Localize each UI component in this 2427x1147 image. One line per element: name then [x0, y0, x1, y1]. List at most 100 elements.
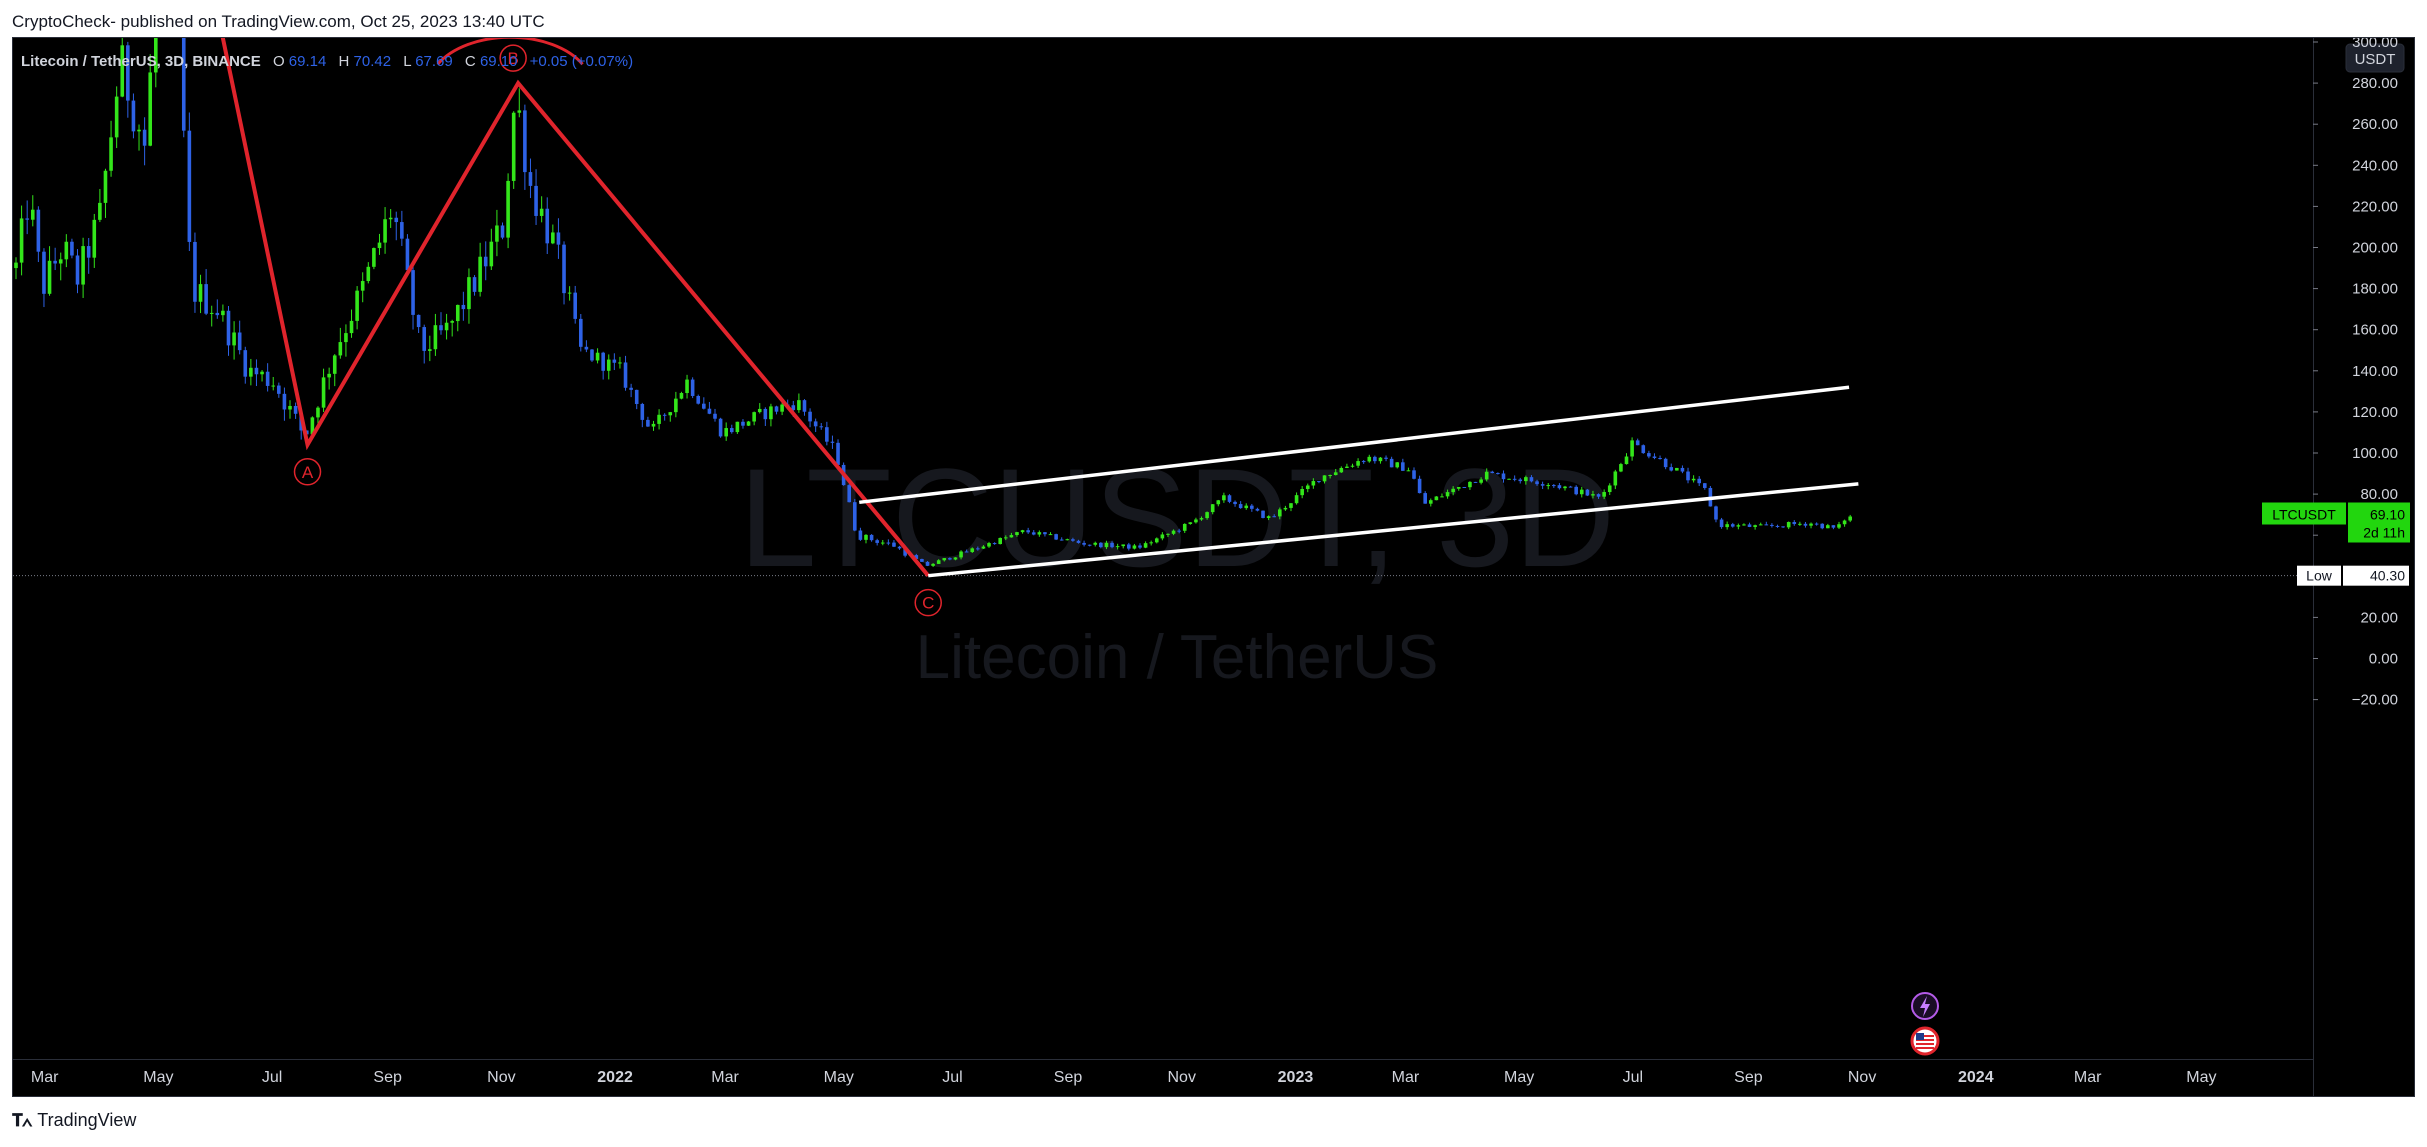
wave-label: C: [922, 594, 934, 613]
candle-body: [495, 225, 499, 242]
legend-symbol[interactable]: Litecoin / TetherUS, 3D, BINANCE: [21, 53, 261, 70]
candle-body: [567, 292, 572, 294]
candle-body: [1736, 525, 1741, 527]
event-markers[interactable]: [1910, 992, 1940, 1056]
us-flag-icon[interactable]: [1910, 1026, 1940, 1056]
candle-body: [1540, 484, 1545, 486]
candle-body: [1725, 524, 1729, 528]
candle-body: [1272, 516, 1277, 518]
legend-low-label: L: [403, 53, 411, 70]
candle-body: [428, 349, 432, 351]
candle-body: [187, 130, 192, 242]
candle-body: [1451, 488, 1455, 493]
price-axis[interactable]: 440.00420.00400.00380.00360.00340.00320.…: [2313, 38, 2398, 709]
candle-body: [433, 325, 438, 350]
candle-body: [562, 244, 566, 294]
chart-pane[interactable]: LTCUSDT, 3D Litecoin / TetherUS A B C Lite…: [12, 37, 2415, 1097]
candle-body: [1607, 485, 1612, 493]
candle-body: [769, 406, 773, 420]
drawings[interactable]: A B C: [83, 38, 1859, 617]
candle-body: [1003, 537, 1008, 539]
candle-body: [483, 256, 488, 267]
candle-body: [523, 110, 527, 173]
candle-body: [47, 260, 52, 294]
candle-body: [1434, 496, 1439, 501]
time-tick-label: 2024: [1958, 1069, 1994, 1086]
candle-body: [478, 256, 482, 292]
peak-arc-2[interactable]: [436, 38, 584, 66]
candle-body: [444, 322, 449, 331]
candles: [14, 38, 1852, 567]
candle-body: [372, 248, 376, 267]
channel-lower-line[interactable]: [928, 482, 1859, 578]
candle-body: [1166, 533, 1170, 535]
candle-body: [1367, 456, 1372, 462]
candle-body: [1194, 519, 1198, 523]
candle-body: [1714, 506, 1718, 520]
ohlc-legend[interactable]: Litecoin / TetherUS, 3D, BINANCE O 69.14…: [21, 53, 633, 70]
legend-close-value: 69.10: [480, 53, 518, 70]
candle-body: [1468, 481, 1472, 488]
candle-body: [556, 232, 561, 245]
candle-body: [1781, 526, 1785, 528]
candle-body: [685, 379, 689, 394]
time-tick-label: Mar: [31, 1069, 59, 1086]
legend-close-label: C: [465, 53, 476, 70]
last-price-countdown: 2d 11h: [2363, 524, 2405, 540]
candle-body: [942, 558, 947, 561]
candle-body: [836, 442, 840, 465]
candle-body: [718, 418, 723, 437]
channel-upper-line[interactable]: [859, 385, 1850, 505]
footer-brand[interactable]: 𝐓∧ TradingView: [12, 1110, 136, 1131]
price-tick-label: 260.00: [2352, 116, 2398, 133]
candle-body: [19, 218, 24, 263]
candle-body: [1630, 440, 1634, 457]
candle-body: [1524, 477, 1528, 482]
time-tick-label: May: [2186, 1069, 2216, 1086]
candle-body: [1199, 518, 1204, 520]
candle-body: [517, 110, 522, 113]
candle-body: [1574, 486, 1578, 495]
candle-body: [1842, 520, 1847, 525]
candle-body: [1680, 467, 1685, 472]
candle-body: [612, 359, 617, 363]
candle-body: [606, 359, 611, 371]
last-price-value: 69.10: [2370, 506, 2405, 522]
candle-body: [791, 405, 796, 411]
candle-body: [964, 551, 969, 553]
candle-body: [1300, 488, 1304, 496]
candle-body: [1154, 538, 1159, 543]
price-tick-label: 80.00: [2360, 486, 2398, 503]
chart-svg[interactable]: LTCUSDT, 3D Litecoin / TetherUS A B C Lite…: [13, 38, 2414, 1096]
candle-body: [1289, 503, 1293, 508]
candle-body: [903, 548, 907, 556]
candle-body: [1563, 486, 1567, 489]
candle-body: [243, 350, 248, 377]
candle-body: [1149, 542, 1153, 544]
currency-button[interactable]: USDT: [2345, 43, 2405, 73]
candle-body: [1350, 465, 1355, 467]
candle-body: [1401, 462, 1405, 471]
time-axis[interactable]: Mar May Jul Sep Nov 2022 Mar May Jul Sep Nov 2023 Ma…: [31, 1069, 2217, 1086]
candle-body: [729, 428, 734, 433]
candle-body: [875, 540, 879, 543]
legend-change: +0.05 (+0.07%): [530, 53, 633, 70]
candle-body: [1020, 530, 1025, 533]
candle-body: [338, 342, 343, 356]
lightning-icon[interactable]: [1911, 992, 1939, 1020]
candle-body: [64, 241, 69, 260]
candle-body: [707, 408, 712, 414]
abc-wave-line[interactable]: [175, 38, 930, 577]
candle-body: [981, 546, 986, 549]
candle-body: [640, 403, 645, 420]
published-line: CryptoCheck- published on TradingView.co…: [12, 12, 545, 31]
candle-body: [1115, 546, 1120, 548]
candle-body: [1037, 532, 1042, 535]
candle-body: [98, 202, 102, 220]
candle-body: [1619, 464, 1623, 472]
candle-body: [1059, 539, 1064, 541]
legend-high-value: 70.42: [354, 53, 392, 70]
time-tick-label: Nov: [487, 1069, 515, 1086]
candle-body: [590, 349, 594, 361]
